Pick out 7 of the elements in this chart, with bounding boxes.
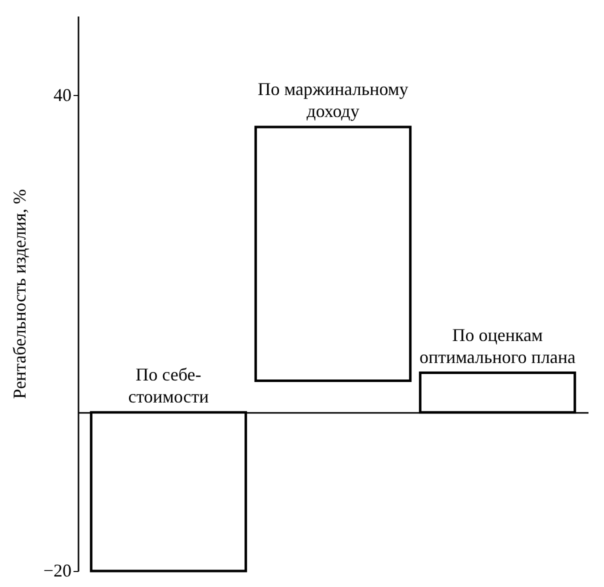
- x-tick-label: По себе- стоимости: [128, 364, 210, 406]
- y-tick-label: 40: [54, 84, 72, 105]
- bar: [254, 126, 412, 382]
- x-tick-label: По оценкам оптимального плана: [419, 324, 576, 367]
- y-axis-title: Рентабельность изделия, %: [9, 189, 30, 399]
- x-tick-label: По маржинальному доходу: [258, 79, 408, 121]
- y-tick-label: −20: [43, 560, 72, 580]
